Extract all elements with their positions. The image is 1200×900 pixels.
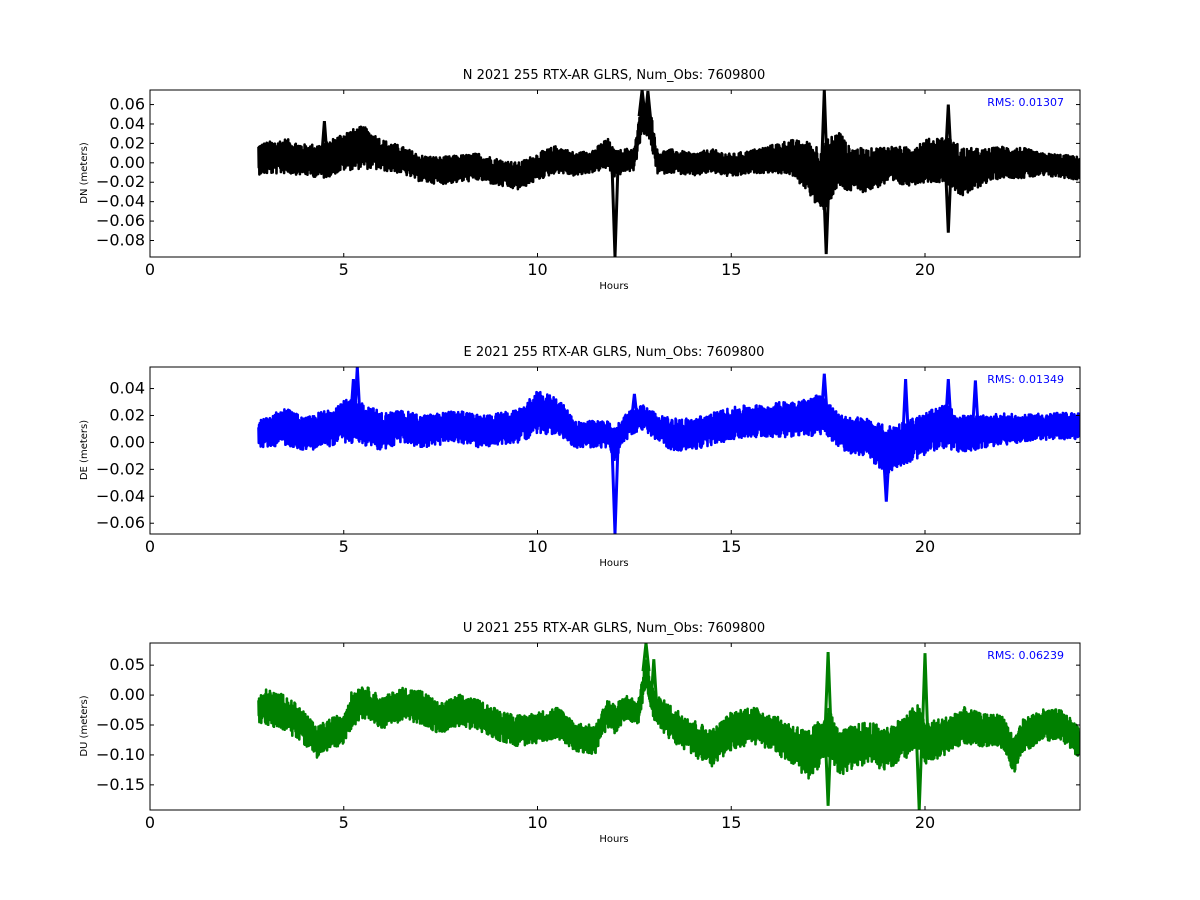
y-tick-label: 0.00 [109,153,145,172]
y-tick-label: 0.04 [109,379,145,398]
panel-north: N 2021 255 RTX-AR GLRS, Num_Obs: 7609800… [79,68,1081,292]
y-tick-label: 0.05 [109,655,145,674]
series-line [257,102,1080,211]
y-tick-label: −0.06 [96,211,145,230]
series-spike [819,90,829,176]
y-tick-label: 0.00 [109,685,145,704]
y-tick-label: −0.02 [96,172,145,191]
series-spike [643,90,653,123]
y-tick-label: −0.04 [96,486,145,505]
y-tick-label: −0.02 [96,459,145,478]
y-tick-label: −0.10 [96,745,145,764]
series-spike [319,120,329,162]
y-tick-label: −0.05 [96,715,145,734]
x-tick-label: 20 [915,537,935,556]
rms-annotation: RMS: 0.06239 [987,649,1064,662]
y-axis-label: DN (meters) [79,142,90,204]
panel-title: E 2021 255 RTX-AR GLRS, Num_Obs: 7609800 [464,345,765,360]
y-tick-label: 0.02 [109,405,145,424]
series-spike [610,445,620,534]
series-spike [901,379,911,443]
series-spike [629,393,639,422]
series-spike [914,729,924,810]
series-spike [823,651,833,732]
y-tick-label: 0.02 [109,133,145,152]
y-tick-label: −0.15 [96,775,145,794]
axes-frame [149,642,1081,811]
series-spike [920,653,930,744]
panel-title: N 2021 255 RTX-AR GLRS, Num_Obs: 7609800 [463,68,765,83]
x-tick-label: 5 [339,260,349,279]
x-axis-label: Hours [599,834,628,845]
series-spike [943,161,953,233]
x-axis-label: Hours [599,558,628,569]
plot-area: 0 5 10 15 20 −0.08−0.06−0.04−0.020.000.020.04… [96,89,1081,279]
rms-annotation: RMS: 0.01307 [987,96,1064,109]
panel-title: U 2021 255 RTX-AR GLRS, Num_Obs: 7609800 [463,621,765,636]
series-group [257,643,1080,810]
x-tick-label: 15 [721,813,741,832]
panel-east: E 2021 255 RTX-AR GLRS, Num_Obs: 7609800… [79,345,1081,569]
series-spike [641,643,651,672]
series-group [257,367,1080,534]
y-axis-label: DU (meters) [79,695,90,756]
series-spike [637,90,647,117]
series-spike [610,164,620,257]
y-tick-label: −0.04 [96,192,145,211]
y-tick-label: 0.04 [109,114,145,133]
x-tick-label: 0 [145,260,155,279]
axes-frame [149,366,1081,535]
y-tick-label: −0.06 [96,513,145,532]
x-tick-label: 10 [527,260,547,279]
panel-up: U 2021 255 RTX-AR GLRS, Num_Obs: 7609800… [79,621,1081,845]
series-spike [819,373,829,417]
plot-area: 0 5 10 15 20 −0.06 −0.04 −0.02 0.00 0.02 0.04 [96,366,1081,556]
plot-area: 0 5 10 15 20 −0.15 −0.10 −0.05 0.00 0.05 [96,642,1081,832]
x-tick-label: 15 [721,260,741,279]
x-tick-label: 15 [721,537,741,556]
series-spike [649,659,659,708]
rms-annotation: RMS: 0.01349 [987,373,1064,386]
y-tick-label: −0.08 [96,230,145,249]
y-tick-label: 0.00 [109,432,145,451]
series-line [257,390,1080,475]
series-line [257,659,1080,780]
x-axis-label: Hours [599,281,628,292]
series-spike [881,450,891,502]
axes-frame [149,89,1081,258]
y-axis-label: DE (meters) [79,420,90,480]
x-tick-label: 20 [915,260,935,279]
series-group [257,90,1080,257]
x-tick-label: 10 [527,537,547,556]
series-spike [823,730,833,806]
x-tick-label: 0 [145,537,155,556]
x-tick-label: 5 [339,537,349,556]
series-spike [348,378,358,423]
y-tick-label: 0.06 [109,95,145,114]
series-spike [970,380,980,433]
x-tick-label: 0 [145,813,155,832]
series-spike [821,172,831,255]
series-spike [943,379,953,428]
x-tick-label: 10 [527,813,547,832]
x-tick-label: 20 [915,813,935,832]
series-spike [943,104,953,162]
x-tick-label: 5 [339,813,349,832]
